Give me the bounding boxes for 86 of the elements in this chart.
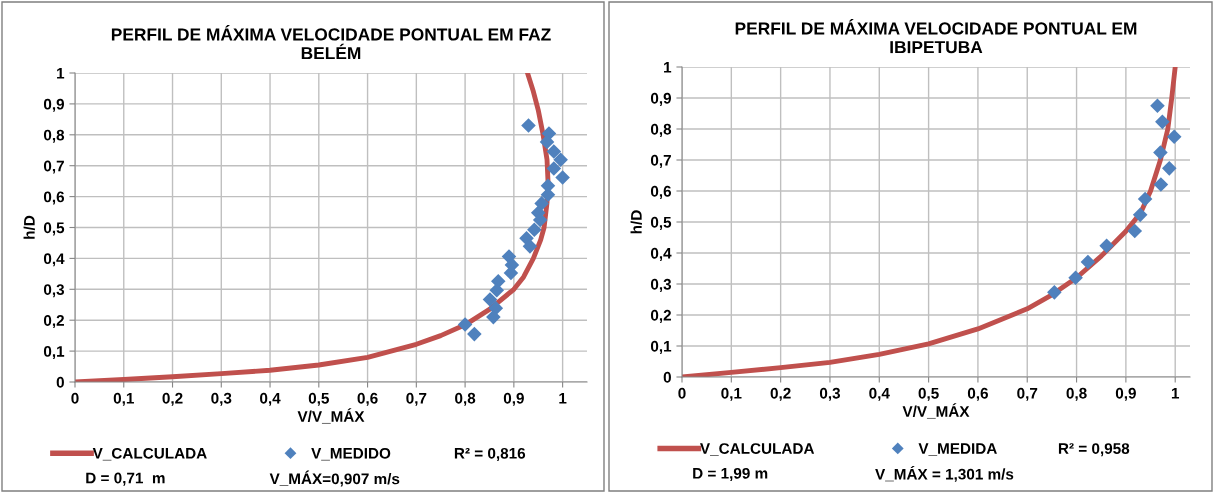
y-tick-label: 0 bbox=[663, 371, 671, 383]
point bbox=[555, 170, 570, 185]
legend-label: V_CALCULADA bbox=[700, 443, 815, 456]
y-tick-label: 0 bbox=[56, 376, 64, 388]
text: R² = 0,958 bbox=[1058, 443, 1130, 457]
y-tick-label: 0,2 bbox=[650, 309, 671, 323]
x-tick-label: 0,1 bbox=[113, 392, 134, 406]
point bbox=[522, 239, 538, 254]
y-tick-label: 0,7 bbox=[650, 154, 671, 168]
point bbox=[1153, 145, 1168, 160]
point bbox=[1153, 177, 1169, 192]
x-tick-label: 0,5 bbox=[918, 387, 939, 401]
y-tick-label: 0,4 bbox=[43, 253, 65, 267]
x-tick-label: 0,7 bbox=[406, 392, 427, 406]
y-tick-label: 0,8 bbox=[650, 123, 672, 137]
x-tick-label: 0,6 bbox=[967, 387, 988, 401]
point bbox=[1080, 254, 1096, 270]
y-tick-label: 0,8 bbox=[43, 129, 65, 143]
point bbox=[1162, 161, 1177, 176]
y-tick-label: 0,9 bbox=[650, 92, 672, 106]
point bbox=[457, 317, 473, 332]
x-tick-label: 0,4 bbox=[260, 392, 281, 406]
y-axis-title: h/D bbox=[630, 210, 642, 234]
x-axis-title: V/V_MÁX bbox=[297, 408, 365, 424]
x-tick-label: 0,6 bbox=[357, 392, 378, 406]
point bbox=[467, 326, 482, 342]
text: D = 0,71 m bbox=[86, 472, 165, 486]
text: V_MÁX = 1,301 m/s bbox=[875, 465, 1014, 482]
x-tick-label: 1 bbox=[1171, 387, 1180, 399]
point bbox=[1068, 270, 1083, 286]
text: R² = 0,816 bbox=[454, 447, 526, 461]
point bbox=[1047, 285, 1062, 300]
x-tick-label: 0,9 bbox=[1115, 387, 1136, 401]
chart-title: PERFIL DE MÁXIMA VELOCIDADE PONTUAL EM FAZ BELÉM bbox=[111, 25, 551, 60]
x-tick-label: 0,8 bbox=[1066, 387, 1087, 401]
point bbox=[1099, 238, 1114, 254]
x-tick-label: 0,3 bbox=[819, 387, 841, 401]
point bbox=[527, 222, 542, 237]
x-tick-label: 1 bbox=[559, 392, 567, 404]
x-tick-label: 0 bbox=[71, 392, 79, 404]
point bbox=[1132, 207, 1148, 223]
x-tick-label: 0,5 bbox=[308, 392, 329, 406]
x-tick-label: 0,2 bbox=[162, 392, 183, 406]
point bbox=[546, 144, 562, 159]
y-tick-label: 0,6 bbox=[650, 185, 672, 199]
point bbox=[1150, 98, 1165, 114]
y-tick-label: 0,6 bbox=[43, 191, 65, 205]
y-tick-label: 0,5 bbox=[43, 222, 65, 236]
point bbox=[539, 134, 555, 150]
y-tick-label: 0,5 bbox=[650, 216, 672, 230]
x-tick-label: 0 bbox=[678, 387, 686, 399]
point bbox=[1166, 129, 1182, 145]
x-tick-label: 0,7 bbox=[1017, 387, 1038, 401]
point bbox=[546, 161, 562, 176]
legend-label: V_MEDIDA bbox=[918, 443, 997, 456]
y-axis-title: h/D bbox=[23, 215, 35, 239]
y-tick-label: 0,9 bbox=[43, 98, 65, 112]
point bbox=[1155, 114, 1170, 130]
chart-title: PERFIL DE MÁXIMA VELOCIDADE PONTUAL EM IBIPETUBA bbox=[735, 19, 1137, 54]
x-tick-label: 0,1 bbox=[721, 387, 742, 401]
x-tick-label: 0,3 bbox=[211, 392, 232, 406]
point bbox=[486, 309, 501, 325]
y-tick-label: 0,1 bbox=[650, 340, 672, 354]
y-tick-label: 0,7 bbox=[43, 160, 64, 174]
text: V_MÁX=0,907 m/s bbox=[269, 470, 400, 487]
y-tick-label: 0,3 bbox=[43, 284, 65, 298]
y-tick-label: 1 bbox=[57, 68, 65, 79]
y-tick-label: 0,2 bbox=[43, 315, 64, 329]
x-tick-label: 0,9 bbox=[503, 392, 524, 406]
text: D = 1,99 m bbox=[693, 467, 768, 481]
y-tick-label: 0,1 bbox=[43, 345, 65, 359]
y-tick-label: 0,3 bbox=[650, 278, 672, 292]
x-tick-label: 0,8 bbox=[455, 392, 476, 406]
point bbox=[534, 196, 549, 211]
legend-label: V_CALCULADA bbox=[92, 447, 207, 461]
y-tick-label: 0,4 bbox=[650, 247, 672, 261]
point bbox=[1137, 191, 1153, 207]
x-tick-label: 0,2 bbox=[770, 387, 791, 401]
x-axis-title: V/V_MÁX bbox=[902, 403, 970, 419]
point bbox=[521, 118, 536, 133]
point bbox=[1127, 223, 1143, 239]
point bbox=[553, 152, 568, 168]
legend-label: V_MEDIDO bbox=[311, 447, 391, 461]
x-tick-label: 0,4 bbox=[869, 387, 890, 401]
point bbox=[482, 292, 498, 307]
y-tick-label: 1 bbox=[664, 62, 672, 73]
